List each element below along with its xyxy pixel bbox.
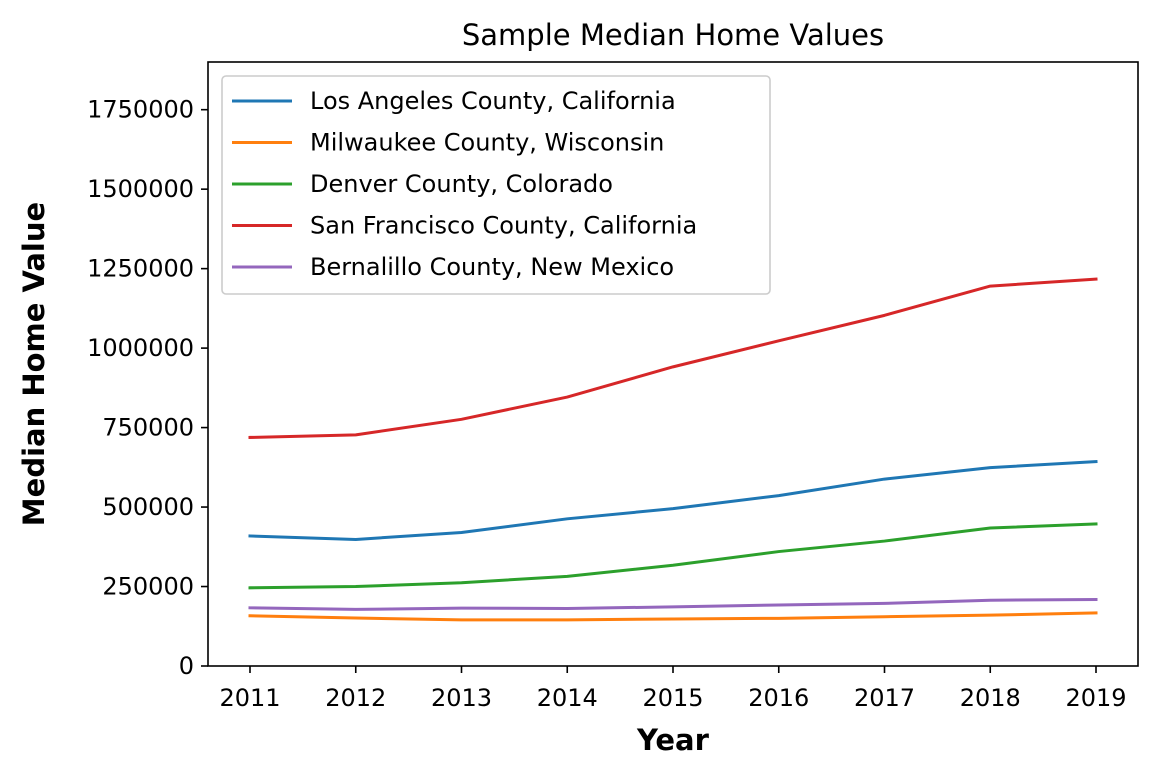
x-tick-label: 2019: [1065, 684, 1126, 712]
series-line-3: [248, 277, 1098, 439]
y-tick-label: 1000000: [87, 334, 194, 362]
legend-box: [221, 75, 771, 295]
y-axis-label: Median Home Value: [17, 202, 51, 526]
legend-entry: Los Angeles County, California: [310, 87, 676, 115]
series-line-1: [248, 611, 1098, 622]
y-tick-label: 0: [179, 652, 194, 680]
y-tick-label: 500000: [102, 493, 194, 521]
y-tick-label: 1500000: [87, 175, 194, 203]
x-tick-label: 2012: [325, 684, 386, 712]
y-tick-label: 750000: [102, 414, 194, 442]
x-tick-label: 2018: [960, 684, 1021, 712]
x-tick-label: 2016: [748, 684, 809, 712]
chart-title: Sample Median Home Values: [462, 18, 884, 52]
series-line-0: [248, 460, 1098, 541]
legend-entry: Denver County, Colorado: [310, 170, 613, 198]
x-tick-label: 2014: [537, 684, 598, 712]
axis-ticks: 2011 2012 2013 2014 2015 2016 2017 2018 2019 0 250…: [87, 96, 1126, 712]
x-axis-label: Year: [636, 723, 710, 757]
legend-entry: Bernalillo County, New Mexico: [310, 253, 674, 281]
y-tick-label: 1250000: [87, 255, 194, 283]
legend-entry: Milwaukee County, Wisconsin: [310, 129, 664, 157]
y-tick-label: 250000: [102, 573, 194, 601]
x-tick-label: 2017: [854, 684, 915, 712]
legend-entry: San Francisco County, California: [310, 212, 697, 240]
series-lines: [248, 277, 1098, 622]
legend: Los Angeles County, California Milwaukee …: [221, 75, 771, 295]
y-tick-label: 1750000: [87, 96, 194, 124]
x-tick-label: 2011: [219, 684, 280, 712]
x-tick-label: 2013: [431, 684, 492, 712]
x-tick-label: 2015: [642, 684, 703, 712]
plot-frame: [207, 61, 1139, 667]
series-line-2: [248, 522, 1098, 590]
series-line-4: [248, 598, 1098, 611]
